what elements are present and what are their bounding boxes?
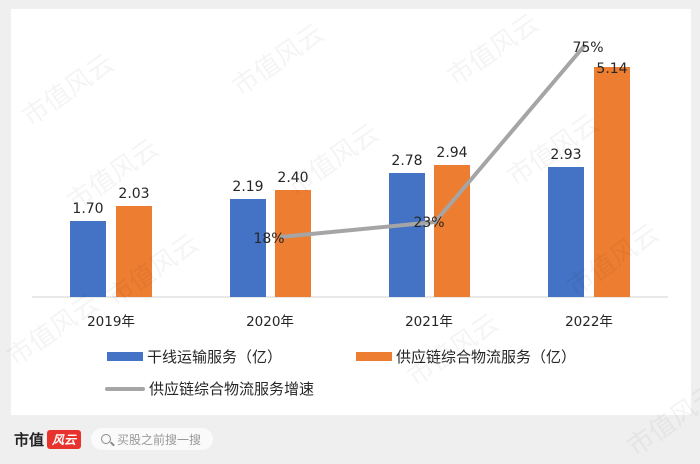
bar-supply-2022 <box>594 67 630 297</box>
label-trunk-2022: 2.93 <box>550 147 581 163</box>
legend-label: 供应链综合物流服务（亿） <box>396 348 577 366</box>
label-trunk-2021: 2.78 <box>391 153 422 169</box>
brand-logo-text: 市值 <box>14 430 45 449</box>
label-growth-2022: 75% <box>572 40 603 56</box>
bar-trunk-2021 <box>389 173 425 297</box>
x-tick-2022: 2022年 <box>565 314 613 330</box>
label-supply-2020: 2.40 <box>277 170 308 186</box>
legend-line-gray-icon <box>105 386 145 391</box>
bar-supply-2020 <box>275 190 311 297</box>
label-supply-2022: 5.14 <box>596 61 627 77</box>
legend-item-growth: 供应链综合物流服务增速 <box>105 378 314 399</box>
bar-trunk-2022 <box>548 167 584 297</box>
bar-trunk-2019 <box>70 221 106 297</box>
bar-trunk-2020 <box>230 199 266 297</box>
brand-logo-badge: 风云 <box>47 429 82 449</box>
x-tick-2019: 2019年 <box>87 314 135 330</box>
bar-supply-2019 <box>116 206 152 297</box>
label-trunk-2020: 2.19 <box>232 179 263 195</box>
x-tick-2020: 2020年 <box>246 314 294 330</box>
label-supply-2021: 2.94 <box>436 145 467 161</box>
label-growth-2020: 18% <box>253 231 284 247</box>
search-box[interactable]: 买股之前搜一搜 <box>91 428 214 450</box>
x-tick-2021: 2021年 <box>405 314 453 330</box>
legend-item-supply: 供应链综合物流服务（亿） <box>356 346 576 367</box>
label-growth-2021: 23% <box>413 215 444 231</box>
footer-bar: 市值 风云 买股之前搜一搜 <box>14 428 214 450</box>
growth-line <box>279 43 587 239</box>
search-placeholder: 买股之前搜一搜 <box>117 432 202 447</box>
legend-swatch-blue-icon <box>107 352 143 361</box>
label-supply-2019: 2.03 <box>118 186 149 202</box>
label-trunk-2019: 1.70 <box>72 201 103 217</box>
legend-label: 干线运输服务（亿） <box>147 348 283 366</box>
legend-item-trunk: 干线运输服务（亿） <box>107 346 282 367</box>
legend-label: 供应链综合物流服务增速 <box>149 380 315 398</box>
legend-swatch-orange-icon <box>356 352 392 361</box>
search-icon <box>101 434 112 444</box>
